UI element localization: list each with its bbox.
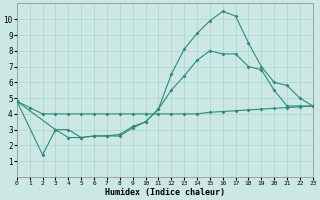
X-axis label: Humidex (Indice chaleur): Humidex (Indice chaleur) [105, 188, 225, 197]
